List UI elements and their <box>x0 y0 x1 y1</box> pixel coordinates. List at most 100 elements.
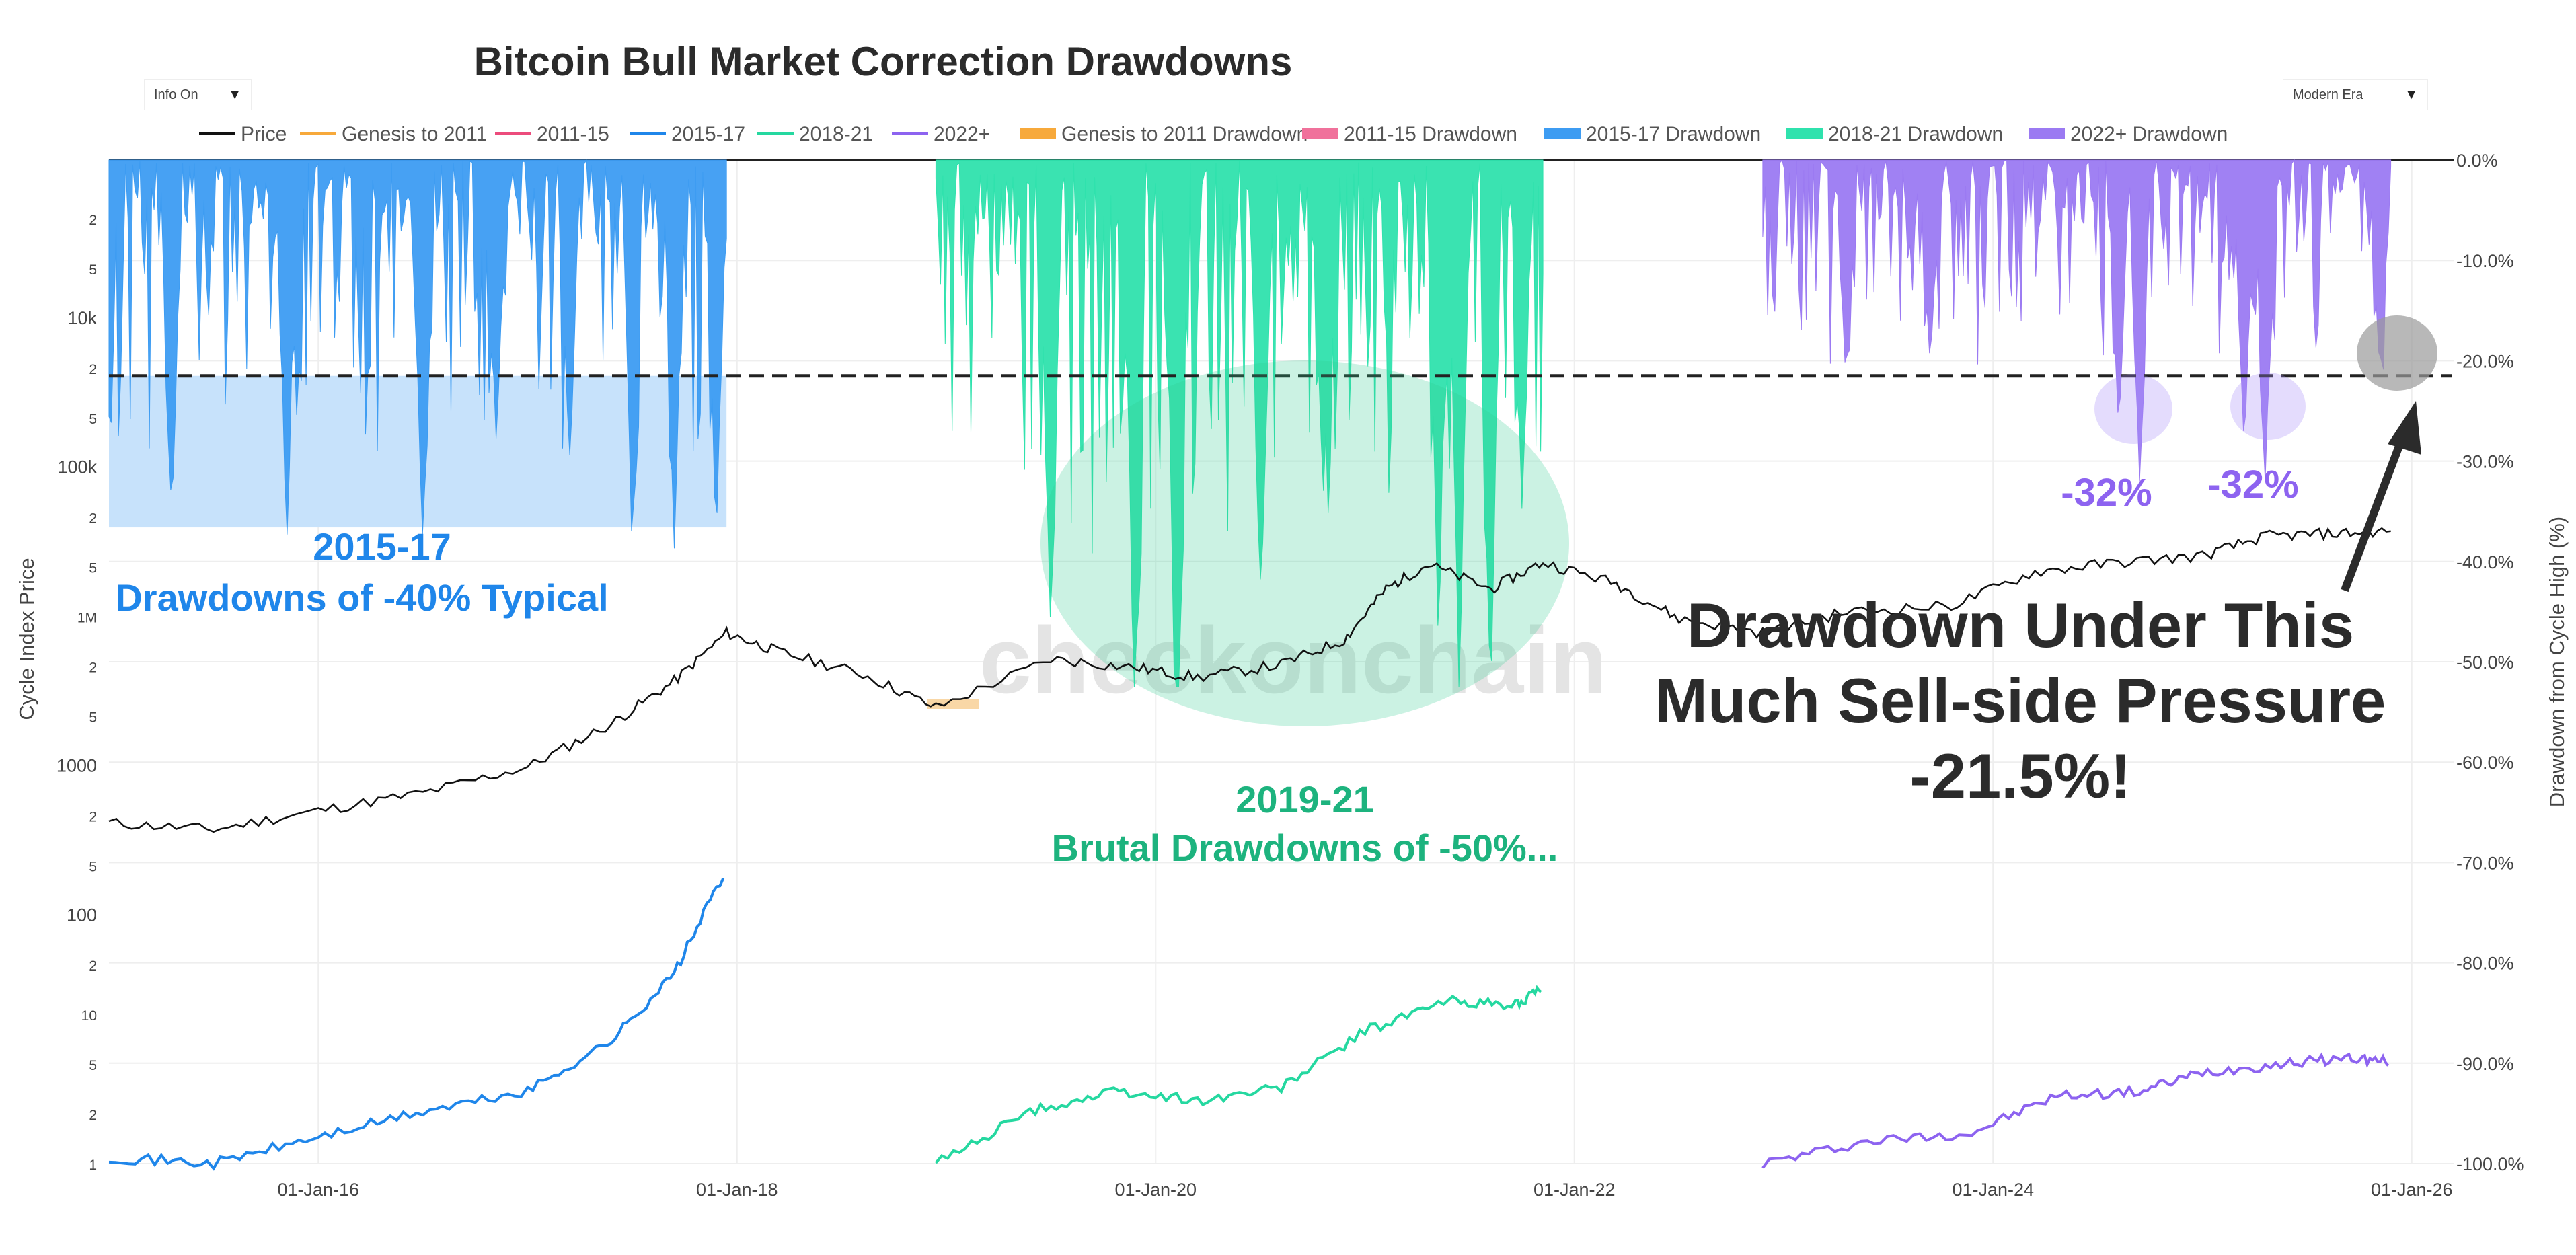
left-axis-tick: 2 <box>89 958 97 974</box>
callout-arrow-shaft <box>2341 435 2407 593</box>
legend-item: Genesis to 2011 <box>300 123 487 145</box>
chart-title: Bitcoin Bull Market Correction Drawdowns <box>474 39 1293 84</box>
cycle-index-line-2018-21 <box>934 985 1542 1164</box>
legend-item: 2022+ Drawdown <box>2029 123 2228 145</box>
right-axis-tick: -10.0% <box>2456 251 2514 271</box>
annotation-2015-text: Drawdowns of -40% Typical <box>115 576 608 619</box>
x-axis-tick: 01-Jan-16 <box>277 1180 359 1200</box>
legend-label: 2022+ Drawdown <box>2070 123 2228 145</box>
left-axis-tick: 5 <box>89 412 97 427</box>
legend: Price Genesis to 2011 2011-15 2015-17 2018-2… <box>199 123 2228 145</box>
cycle-index-line-2015-17 <box>108 877 725 1171</box>
left-axis-tick: 5 <box>89 710 97 725</box>
right-axis-tick: -90.0% <box>2456 1054 2514 1074</box>
drawdown-shade-2015 <box>109 375 727 528</box>
legend-label: 2022+ <box>934 123 990 145</box>
left-axis-tick: 5 <box>89 1058 97 1073</box>
cycle-index-line-2022+ <box>1761 1052 2390 1169</box>
legend-label: 2011-15 <box>537 123 609 145</box>
right-axis-tick: -30.0% <box>2456 452 2514 472</box>
left-axis: 2 5 10k 2 5 100k 2 5 1M 2 5 1000 2 5 100 2 10 5 2 1 Cycle In… <box>15 213 97 1173</box>
legend-item: 2011-15 Drawdown <box>1302 123 1517 145</box>
x-axis-tick: 01-Jan-22 <box>1533 1180 1616 1200</box>
x-axis: 01-Jan-16 01-Jan-18 01-Jan-20 01-Jan-22 01-J… <box>277 1180 2452 1200</box>
left-axis-tick: 10k <box>67 308 97 328</box>
legend-item: 2018-21 <box>757 123 873 145</box>
price-line <box>108 527 2391 833</box>
annotation-2015-title: 2015-17 <box>313 525 451 568</box>
info-toggle-dropdown[interactable]: Info On ▼ <box>144 79 252 110</box>
legend-item: Genesis to 2011 Drawdown <box>1020 123 1308 145</box>
callout-line-3: -21.5%! <box>1909 740 2131 811</box>
legend-label: 2011-15 Drawdown <box>1344 123 1517 145</box>
highlight-ellipses <box>1040 315 2437 726</box>
right-axis-tick: -50.0% <box>2456 652 2514 673</box>
left-axis-tick: 1 <box>89 1157 97 1173</box>
highlight-2019-ellipse <box>1040 360 1569 726</box>
right-axis-tick: -60.0% <box>2456 753 2514 773</box>
legend-label: 2015-17 <box>671 123 745 145</box>
legend-item: 2022+ <box>892 123 990 145</box>
left-axis-tick: 5 <box>89 561 97 576</box>
x-axis-tick: 01-Jan-26 <box>2371 1180 2453 1200</box>
legend-label: 2018-21 <box>799 123 873 145</box>
price-lines <box>108 527 2391 1171</box>
right-axis-tick: -40.0% <box>2456 552 2514 572</box>
right-axis-tick: -100.0% <box>2456 1154 2524 1174</box>
left-axis-tick: 2 <box>89 1108 97 1123</box>
legend-label: Genesis to 2011 <box>342 123 487 145</box>
highlight-current-ellipse <box>2357 315 2437 391</box>
right-axis: 0.0% -10.0% -20.0% -30.0% -40.0% -50.0% -60.0%… <box>2456 151 2569 1174</box>
left-axis-tick: 2 <box>89 809 97 825</box>
left-axis-tick: 2 <box>89 511 97 527</box>
legend-swatch <box>1302 128 1338 139</box>
annotation-pct-label: -32% <box>2061 471 2152 515</box>
watermark-underline <box>927 699 979 709</box>
legend-swatch <box>2029 128 2065 139</box>
right-axis-tick: -80.0% <box>2456 954 2514 974</box>
era-select-dropdown[interactable]: Modern Era ▼ <box>2283 79 2428 110</box>
left-axis-tick: 2 <box>89 660 97 676</box>
chevron-down-icon: ▼ <box>228 87 241 102</box>
legend-item: 2011-15 <box>495 123 609 145</box>
left-axis-tick: 100 <box>67 905 97 925</box>
left-axis-tick: 2 <box>89 362 97 377</box>
legend-swatch <box>1786 128 1823 139</box>
highlight-32-ellipse <box>2230 373 2306 440</box>
left-axis-tick: 5 <box>89 262 97 278</box>
legend-label: 2018-21 Drawdown <box>1828 123 2003 145</box>
left-axis-tick: 1M <box>77 611 97 626</box>
legend-label: Price <box>241 123 287 145</box>
legend-item: 2015-17 Drawdown <box>1544 123 1761 145</box>
era-select-label: Modern Era <box>2293 87 2363 102</box>
annotation-pct-label: -32% <box>2207 463 2298 506</box>
callout-line-1: Drawdown Under This <box>1687 590 2354 660</box>
callout-line-2: Much Sell-side Pressure <box>1655 665 2386 736</box>
left-axis-tick: 2 <box>89 213 97 228</box>
highlight-32-ellipse <box>2094 374 2172 444</box>
left-axis-tick: 100k <box>57 457 97 478</box>
legend-item: 2015-17 <box>630 123 745 145</box>
annotation-2019-text: Brutal Drawdowns of -50%... <box>1052 827 1558 869</box>
drawdown-area <box>1762 159 2392 482</box>
legend-label: Genesis to 2011 Drawdown <box>1061 123 1308 145</box>
chevron-down-icon: ▼ <box>2404 87 2418 102</box>
left-axis-tick: 5 <box>89 859 97 874</box>
legend-swatch <box>1020 128 1056 139</box>
annotation-2019-title: 2019-21 <box>1236 778 1374 821</box>
x-axis-tick: 01-Jan-20 <box>1114 1180 1197 1200</box>
drawdown-area <box>108 159 727 549</box>
right-axis-tick: -70.0% <box>2456 853 2514 873</box>
legend-item: 2018-21 Drawdown <box>1786 123 2003 145</box>
right-axis-tick: 0.0% <box>2456 151 2498 171</box>
legend-label: 2015-17 Drawdown <box>1586 123 1761 145</box>
legend-item: Price <box>199 123 287 145</box>
drawdown-areas <box>108 159 2452 687</box>
info-toggle-label: Info On <box>154 87 198 102</box>
drawdown-area <box>935 159 1544 687</box>
legend-swatch <box>1544 128 1581 139</box>
annotations: 2015-17 Drawdowns of -40% Typical 2019-21 B… <box>115 401 2421 869</box>
right-axis-tick: -20.0% <box>2456 351 2514 371</box>
left-axis-tick: 1000 <box>56 755 97 775</box>
